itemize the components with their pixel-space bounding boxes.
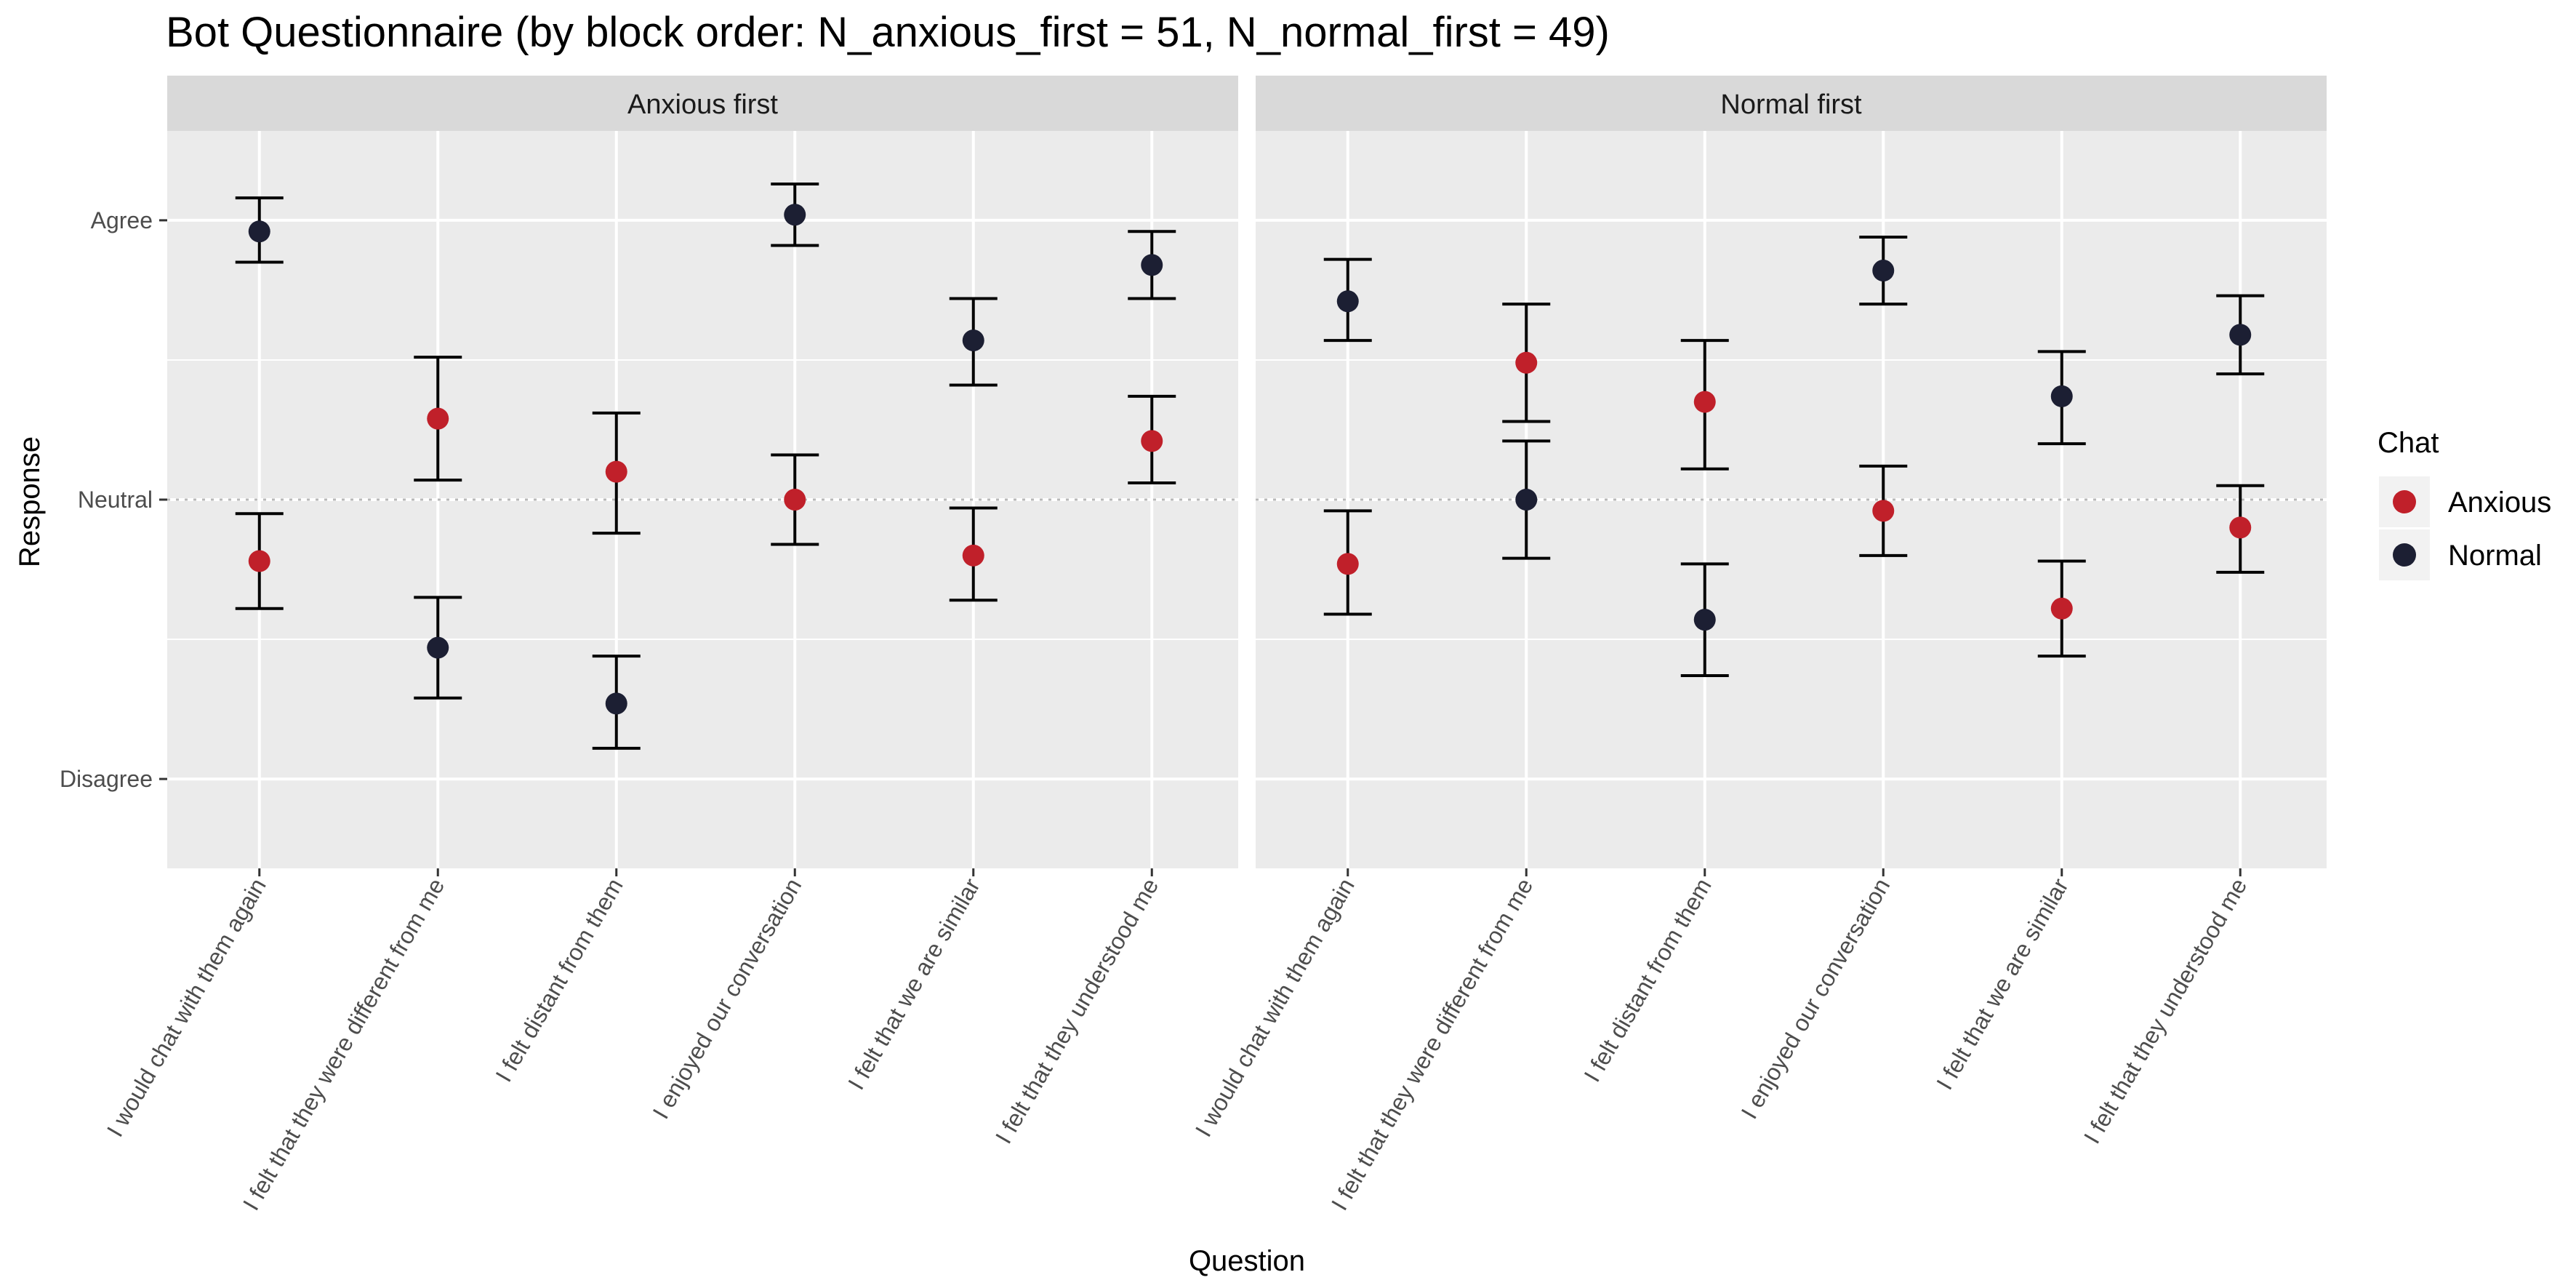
facet-strip xyxy=(167,76,1238,131)
facet-strip xyxy=(1256,76,2327,131)
x-tick-label: I felt that they were different from me xyxy=(1326,874,1538,1215)
legend-label: Normal xyxy=(2448,540,2542,572)
x-tick-label: I enjoyed our conversation xyxy=(647,874,806,1124)
data-point xyxy=(1515,351,1538,374)
data-point xyxy=(2050,385,2073,407)
data-point xyxy=(248,220,270,243)
data-point xyxy=(1141,430,1163,452)
data-point xyxy=(1336,553,1359,575)
legend-key-normal xyxy=(2393,543,2416,567)
x-axis-title: Question xyxy=(1189,1245,1305,1277)
legend: Chat Anxious Normal xyxy=(2378,427,2551,580)
data-point xyxy=(962,329,984,352)
data-point xyxy=(605,460,627,483)
series-anxious xyxy=(1323,303,2265,658)
x-tick-label: I felt that we are similar xyxy=(1931,873,2074,1094)
data-point xyxy=(2050,597,2073,620)
x-tick-label: I would chat with them again xyxy=(102,874,271,1142)
x-tick-label: I felt distant from them xyxy=(1578,874,1716,1087)
x-tick-label: I felt that they understood me xyxy=(990,874,1163,1148)
data-point xyxy=(1141,254,1163,276)
x-tick-label: I would chat with them again xyxy=(1190,874,1360,1142)
facet-strip-label: Normal first xyxy=(1720,89,1862,120)
y-tick-label: Agree xyxy=(91,207,153,233)
x-tick-label: I felt distant from them xyxy=(490,874,627,1087)
x-tick-label: I enjoyed our conversation xyxy=(1736,874,1895,1124)
facet-strip-label: Anxious first xyxy=(627,89,778,120)
data-point xyxy=(427,407,449,430)
data-point xyxy=(1693,391,1716,413)
facet-panel: Anxious first I would chat with them agai… xyxy=(60,76,1238,1215)
x-tick-label: I felt that they understood me xyxy=(2079,874,2252,1148)
data-point xyxy=(1336,290,1359,313)
facet-panels: Anxious first I would chat with them agai… xyxy=(60,76,2327,1215)
series-normal xyxy=(1323,235,2265,677)
data-point xyxy=(2229,516,2252,539)
data-point xyxy=(962,544,984,567)
legend-key-anxious xyxy=(2393,490,2416,513)
legend-label: Anxious xyxy=(2448,487,2551,519)
x-tick-label: I felt that we are similar xyxy=(843,873,985,1094)
data-point xyxy=(1693,609,1716,631)
data-point xyxy=(427,636,449,659)
series-anxious xyxy=(235,356,1176,610)
data-point xyxy=(605,692,627,715)
y-axis-title: Response xyxy=(14,436,46,567)
facet-panel: Normal first I would chat with them again… xyxy=(1190,76,2327,1215)
data-point xyxy=(784,204,806,226)
chart-title: Bot Questionnaire (by block order: N_anx… xyxy=(166,9,1610,56)
y-tick-label: Disagree xyxy=(60,766,153,792)
x-tick-label: I felt that they were different from me xyxy=(238,874,449,1215)
data-point xyxy=(784,489,806,511)
y-tick-label: Neutral xyxy=(78,487,153,513)
data-point xyxy=(248,550,270,572)
legend-title: Chat xyxy=(2378,427,2439,459)
series-normal xyxy=(235,182,1176,750)
data-point xyxy=(1515,489,1538,511)
data-point xyxy=(1872,260,1895,282)
data-point xyxy=(1872,500,1895,522)
data-point xyxy=(2229,324,2252,346)
